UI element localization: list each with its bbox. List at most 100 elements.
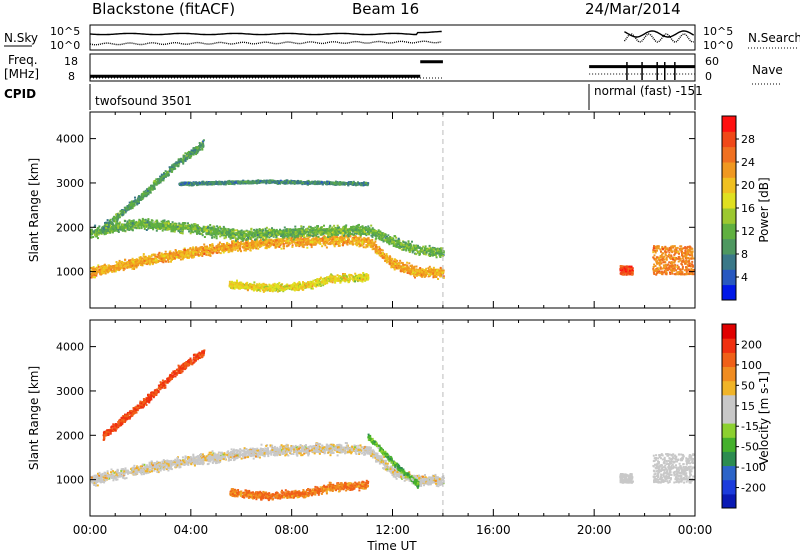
data-pixel <box>421 268 424 271</box>
data-pixel <box>392 245 395 247</box>
data-pixel <box>140 221 143 224</box>
data-pixel <box>147 227 150 230</box>
data-pixel <box>407 267 410 270</box>
data-pixel <box>422 274 425 276</box>
data-pixel <box>219 225 221 228</box>
data-pixel <box>98 268 101 271</box>
data-pixel <box>407 240 410 243</box>
data-pixel <box>424 253 427 256</box>
data-pixel <box>231 235 234 238</box>
data-pixel <box>289 229 292 232</box>
data-pixel <box>142 255 145 258</box>
data-pixel <box>131 261 134 264</box>
nsky-tick-bottom: 10^0 <box>50 39 80 52</box>
data-pixel <box>413 275 416 278</box>
data-pixel <box>303 239 306 242</box>
data-pixel <box>377 250 380 253</box>
data-pixel <box>350 226 353 228</box>
data-pixel <box>282 242 285 245</box>
data-pixel <box>196 247 199 250</box>
data-pixel <box>254 243 257 246</box>
data-pixel <box>170 255 173 258</box>
data-pixel <box>386 260 389 263</box>
data-pixel <box>148 259 151 262</box>
data-pixel <box>264 247 267 250</box>
data-pixel <box>242 230 245 233</box>
data-pixel <box>143 225 146 228</box>
data-pixel <box>200 227 203 230</box>
data-pixel <box>314 229 317 232</box>
data-pixel <box>411 246 414 249</box>
data-pixel <box>150 227 152 229</box>
data-pixel <box>408 251 411 253</box>
data-pixel <box>424 247 426 250</box>
data-pixel <box>421 249 424 252</box>
data-pixel <box>428 265 431 268</box>
data-pixel <box>158 257 161 260</box>
data-pixel <box>371 238 374 241</box>
data-pixel <box>334 235 337 238</box>
data-pixel <box>233 247 236 250</box>
data-pixel <box>442 276 445 279</box>
data-pixel <box>337 230 340 233</box>
data-pixel <box>124 265 126 268</box>
data-pixel <box>99 273 102 276</box>
freq-tick-top: 18 <box>64 55 78 68</box>
data-pixel <box>378 254 381 257</box>
data-pixel <box>329 235 332 238</box>
data-pixel <box>106 269 109 272</box>
data-pixel <box>432 276 435 279</box>
data-pixel <box>385 261 388 264</box>
data-pixel <box>411 267 413 270</box>
data-pixel <box>297 239 299 242</box>
data-pixel <box>304 237 307 240</box>
data-pixel <box>318 242 321 245</box>
data-pixel <box>311 241 314 244</box>
data-pixel <box>203 246 206 249</box>
data-pixel <box>219 247 222 249</box>
data-pixel <box>145 262 148 265</box>
data-pixel <box>329 241 331 244</box>
data-pixel <box>342 229 345 232</box>
data-pixel <box>237 246 240 249</box>
data-pixel <box>183 256 186 259</box>
data-pixel <box>305 240 308 243</box>
data-pixel <box>423 251 426 254</box>
data-pixel <box>317 235 320 238</box>
data-pixel <box>121 264 124 267</box>
data-pixel <box>355 236 357 239</box>
data-pixel <box>96 270 99 273</box>
data-pixel <box>194 248 197 251</box>
data-pixel <box>420 247 423 250</box>
data-pixel <box>236 244 239 247</box>
data-pixel <box>323 231 326 234</box>
data-pixel <box>371 248 374 251</box>
data-pixel <box>306 237 309 240</box>
nsearch-tick-top: 10^5 <box>703 25 733 38</box>
data-pixel <box>352 238 355 241</box>
data-pixel <box>168 255 171 258</box>
data-pixel <box>150 255 153 258</box>
data-pixel <box>298 244 301 246</box>
data-pixel <box>187 222 189 225</box>
data-pixel <box>237 242 240 245</box>
data-pixel <box>134 261 137 264</box>
data-pixel <box>357 237 360 240</box>
data-pixel <box>141 224 144 227</box>
data-pixel <box>370 228 373 231</box>
data-pixel <box>265 226 268 229</box>
data-pixel <box>90 273 92 276</box>
data-pixel <box>256 242 259 244</box>
figure-title: Blackstone (fitACF) <box>92 0 235 18</box>
data-pixel <box>306 243 309 246</box>
data-pixel <box>367 225 370 228</box>
data-pixel <box>392 263 395 266</box>
data-pixel <box>430 250 433 253</box>
data-pixel <box>206 226 209 229</box>
data-pixel <box>100 271 103 274</box>
data-pixel <box>211 243 214 246</box>
data-pixel <box>173 230 176 233</box>
data-pixel <box>146 221 149 224</box>
data-pixel <box>435 275 437 278</box>
data-pixel <box>121 262 124 265</box>
